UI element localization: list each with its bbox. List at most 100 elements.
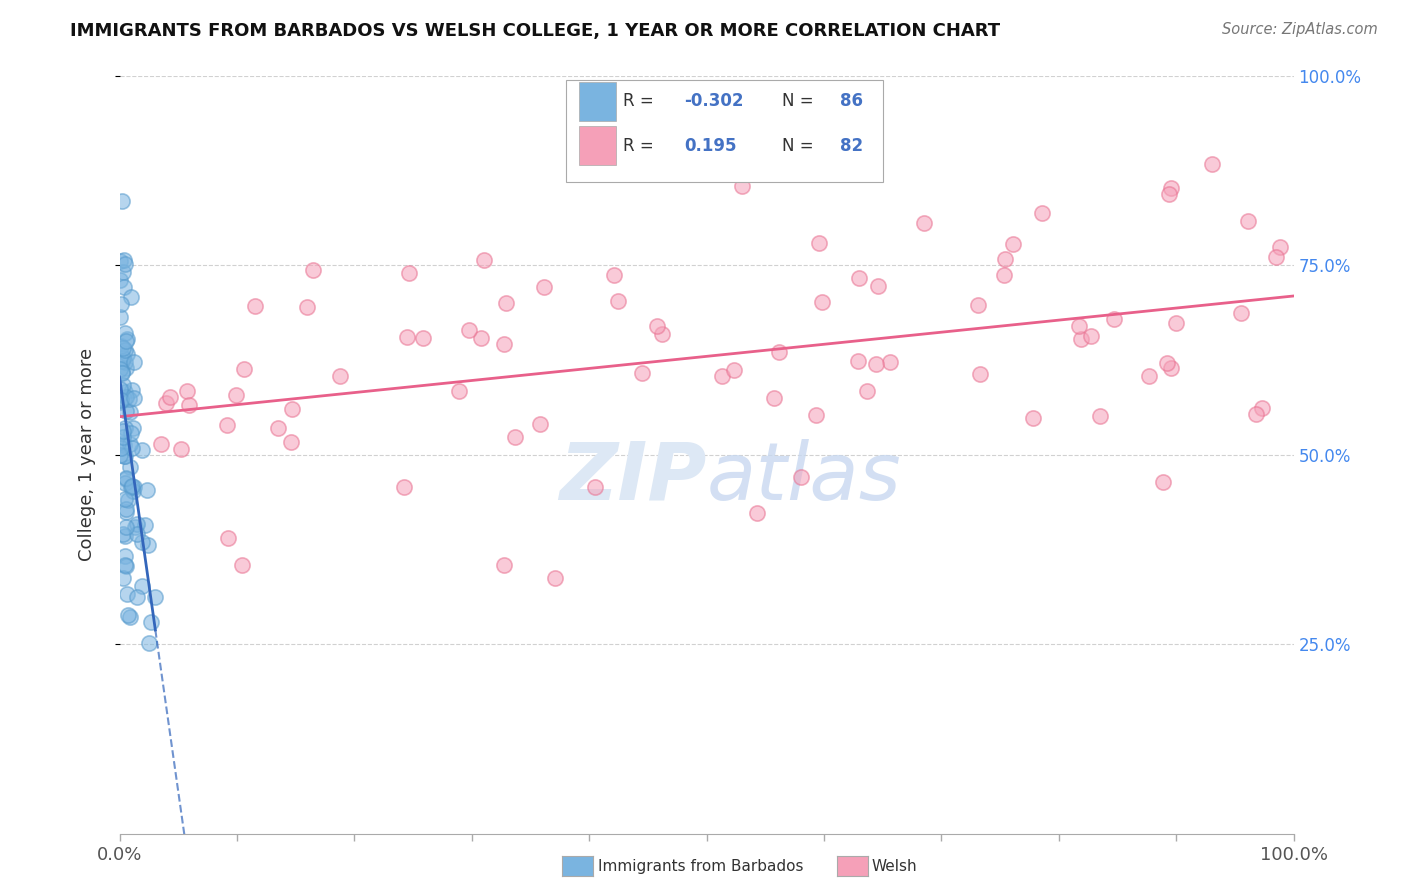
Point	[136, 538, 159, 552]
Point	[762, 391, 785, 405]
Text: Welsh: Welsh	[872, 859, 917, 873]
Point	[138, 636, 160, 650]
Point	[112, 392, 135, 406]
Text: ZIP: ZIP	[560, 439, 707, 516]
Point	[865, 357, 887, 371]
Point	[131, 534, 153, 549]
Point	[114, 404, 136, 418]
Point	[115, 471, 138, 485]
Point	[112, 253, 135, 268]
Point	[115, 361, 138, 376]
Point	[114, 326, 136, 340]
Text: 0.195: 0.195	[685, 136, 737, 155]
Point	[217, 531, 239, 545]
Point	[472, 253, 495, 268]
Point	[329, 368, 352, 383]
Point	[281, 402, 304, 417]
Text: 86: 86	[841, 92, 863, 111]
Point	[134, 518, 156, 533]
Text: Source: ZipAtlas.com: Source: ZipAtlas.com	[1222, 22, 1378, 37]
Point	[114, 257, 136, 271]
Point	[114, 549, 136, 564]
Point	[731, 179, 754, 194]
Point	[112, 378, 135, 392]
Point	[651, 326, 673, 341]
Point	[245, 299, 267, 313]
Point	[492, 558, 515, 573]
Point	[155, 396, 177, 410]
Point	[111, 349, 134, 363]
Point	[494, 337, 516, 351]
Text: N =: N =	[782, 136, 818, 155]
Point	[120, 460, 142, 475]
Point	[1270, 239, 1292, 253]
Point	[969, 367, 991, 381]
Point	[790, 469, 813, 483]
Text: IMMIGRANTS FROM BARBADOS VS WELSH COLLEGE, 1 YEAR OR MORE CORRELATION CHART: IMMIGRANTS FROM BARBADOS VS WELSH COLLEG…	[70, 22, 1001, 40]
Point	[118, 405, 141, 419]
Point	[1164, 316, 1187, 330]
Point	[1246, 407, 1268, 421]
Point	[994, 252, 1017, 267]
Point	[267, 421, 290, 435]
Text: R =: R =	[623, 136, 659, 155]
Point	[110, 296, 132, 310]
Point	[1160, 361, 1182, 376]
Point	[114, 559, 136, 574]
Point	[846, 354, 869, 368]
Point	[114, 476, 136, 491]
Point	[1251, 401, 1274, 415]
Point	[118, 392, 141, 406]
Point	[111, 354, 134, 368]
Point	[124, 355, 146, 369]
Point	[176, 384, 198, 398]
Point	[495, 295, 517, 310]
Point	[1160, 180, 1182, 194]
Point	[1102, 312, 1125, 326]
Point	[118, 437, 141, 451]
Point	[149, 437, 172, 451]
Point	[114, 421, 136, 435]
Text: N =: N =	[782, 92, 818, 111]
Point	[449, 384, 471, 398]
Point	[967, 298, 990, 312]
FancyBboxPatch shape	[565, 79, 883, 182]
Point	[110, 437, 132, 451]
Point	[114, 343, 136, 358]
Point	[111, 341, 134, 355]
Point	[125, 517, 148, 532]
Point	[1080, 329, 1102, 343]
Point	[110, 448, 132, 462]
Point	[110, 441, 132, 455]
Point	[768, 345, 790, 359]
Point	[111, 194, 134, 209]
Point	[159, 390, 181, 404]
Point	[115, 390, 138, 404]
Point	[114, 558, 136, 572]
Point	[121, 420, 143, 434]
Text: 82: 82	[841, 136, 863, 155]
Point	[1070, 332, 1092, 346]
Point	[855, 384, 877, 399]
Point	[115, 334, 138, 348]
Point	[114, 520, 136, 534]
Point	[111, 264, 134, 278]
Point	[120, 425, 142, 440]
Point	[302, 263, 325, 277]
Point	[115, 505, 138, 519]
Point	[458, 323, 481, 337]
Point	[745, 506, 768, 520]
Point	[111, 526, 134, 541]
Point	[297, 300, 319, 314]
Point	[529, 417, 551, 431]
Point	[1031, 206, 1053, 220]
Point	[127, 527, 149, 541]
Point	[603, 268, 626, 282]
Point	[120, 609, 142, 624]
Point	[114, 492, 136, 507]
Point	[108, 395, 131, 409]
Point	[112, 280, 135, 294]
Point	[117, 493, 139, 508]
Point	[114, 355, 136, 369]
Point	[868, 278, 890, 293]
